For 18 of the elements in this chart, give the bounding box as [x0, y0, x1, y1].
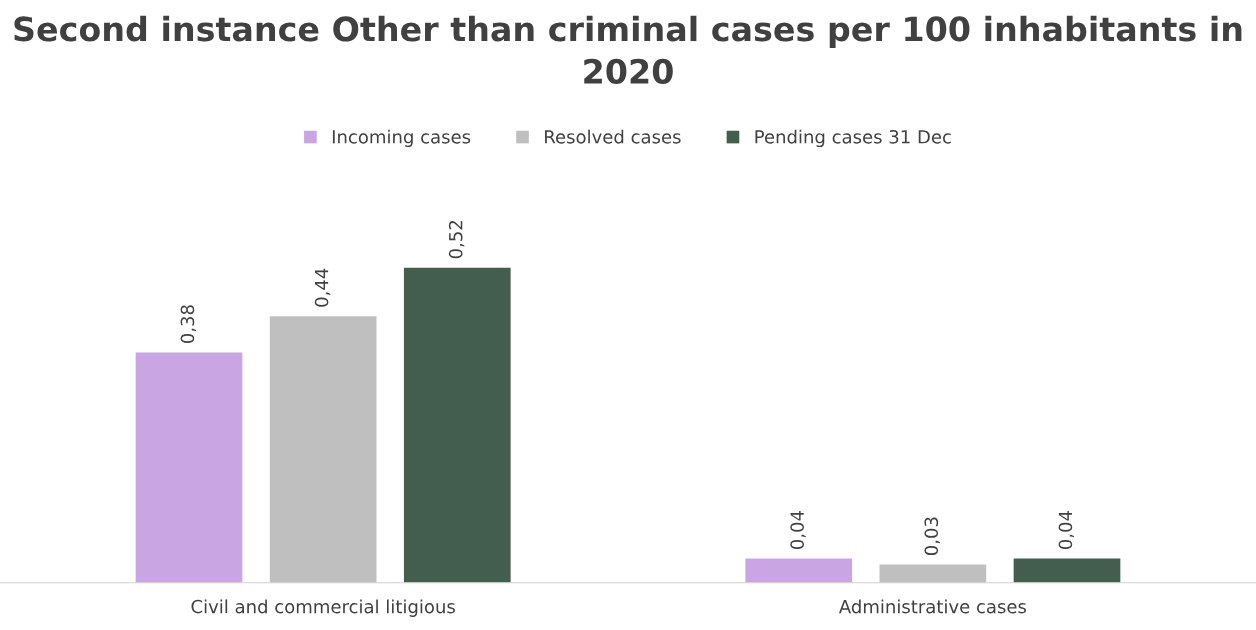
data-label: 0,04: [790, 511, 806, 549]
data-label: 0,04: [1058, 511, 1075, 549]
legend-label: Resolved cases: [545, 129, 681, 144]
data-label: 0,38: [180, 305, 197, 344]
bar: [269, 316, 377, 583]
legend-label: Pending cases 31 Dec: [755, 129, 951, 148]
bar: [403, 267, 511, 583]
x-tick-label: Civil and commercial litigious: [191, 599, 455, 617]
x-tick-label: Administrative cases: [838, 599, 1027, 614]
bar: [135, 352, 243, 583]
data-label: 0,44: [314, 268, 331, 307]
bar: [879, 564, 987, 583]
bar: [1013, 558, 1121, 583]
data-label: 0,03: [924, 517, 940, 556]
legend-label: Incoming cases: [332, 129, 471, 148]
data-label: 0,52: [448, 221, 465, 259]
bar: [745, 558, 853, 583]
chart-title: Second instance Other than criminal cases per 100 inhabitants in 2020: [14, 15, 1242, 84]
